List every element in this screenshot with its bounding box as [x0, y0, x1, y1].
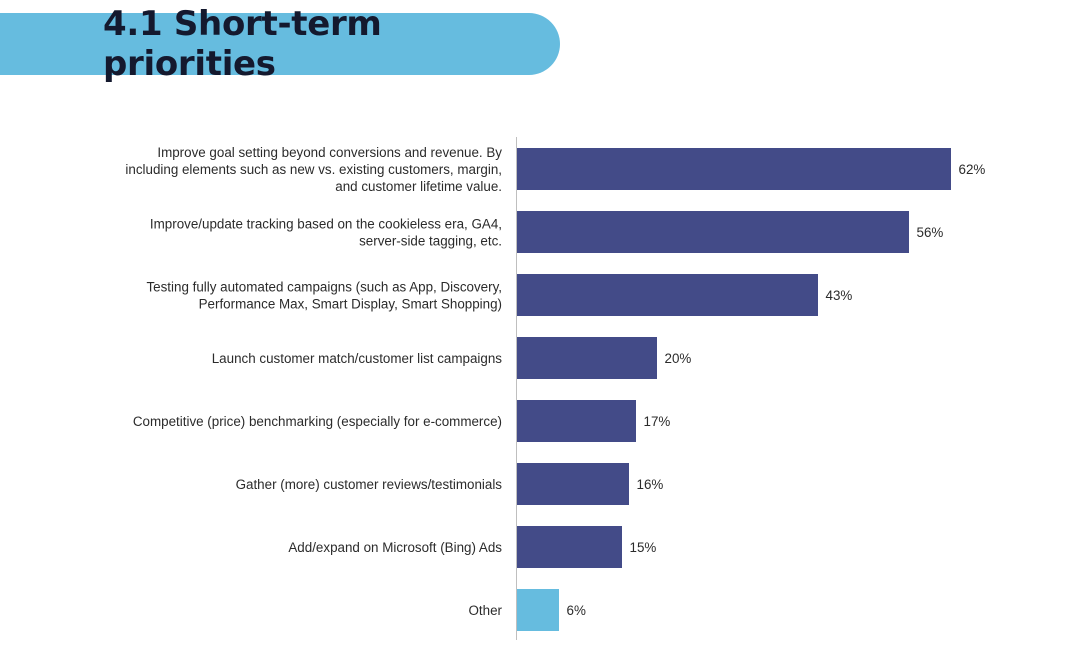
category-label-line: server-side tagging, etc.: [359, 234, 502, 249]
category-label-line: Gather (more) customer reviews/testimoni…: [236, 477, 503, 492]
category-label-line: Performance Max, Smart Display, Smart Sh…: [199, 297, 502, 312]
bar: [517, 463, 629, 505]
page-title: 4.1 Short-term priorities: [103, 4, 382, 84]
category-label: Improve goal setting beyond conversions …: [125, 145, 502, 194]
category-label-line: including elements such as new vs. exist…: [125, 162, 502, 177]
category-label-line: Competitive (price) benchmarking (especi…: [133, 414, 502, 429]
bar-value-label: 15%: [630, 540, 657, 555]
category-label: Gather (more) customer reviews/testimoni…: [236, 477, 503, 492]
category-label: Other: [469, 603, 503, 618]
category-label-line: Improve/update tracking based on the coo…: [150, 217, 502, 232]
bar-value-label: 56%: [917, 225, 944, 240]
bar: [517, 526, 622, 568]
bar-value-label: 43%: [826, 288, 853, 303]
category-label-line: Other: [469, 603, 503, 618]
bar: [517, 148, 951, 190]
bar-value-label: 62%: [959, 162, 986, 177]
bars-group: [517, 148, 951, 631]
category-label: Competitive (price) benchmarking (especi…: [133, 414, 502, 429]
category-label: Add/expand on Microsoft (Bing) Ads: [288, 540, 502, 555]
category-label-line: Launch customer match/customer list camp…: [212, 351, 503, 366]
value-labels-group: 62% 56% 43% 20% 17% 16% 15% 6%: [567, 162, 986, 618]
category-label-line: Testing fully automated campaigns (such …: [146, 280, 502, 295]
bar-value-label: 16%: [637, 477, 664, 492]
category-label-line: and customer lifetime value.: [335, 179, 502, 194]
category-labels-group: Improve goal setting beyond conversions …: [125, 145, 502, 618]
category-label: Improve/update tracking based on the coo…: [150, 217, 502, 249]
category-label-line: Improve goal setting beyond conversions …: [157, 145, 502, 160]
bar-value-label: 20%: [665, 351, 692, 366]
bar-value-label: 17%: [644, 414, 671, 429]
bar: [517, 274, 818, 316]
bar: [517, 337, 657, 379]
bar: [517, 211, 909, 253]
title-banner: 4.1 Short-term priorities: [0, 4, 560, 84]
bar-value-label: 6%: [567, 603, 586, 618]
category-label: Launch customer match/customer list camp…: [212, 351, 503, 366]
bar: [517, 400, 636, 442]
category-label: Testing fully automated campaigns (such …: [146, 280, 502, 312]
category-label-line: Add/expand on Microsoft (Bing) Ads: [288, 540, 502, 555]
bar: [517, 589, 559, 631]
